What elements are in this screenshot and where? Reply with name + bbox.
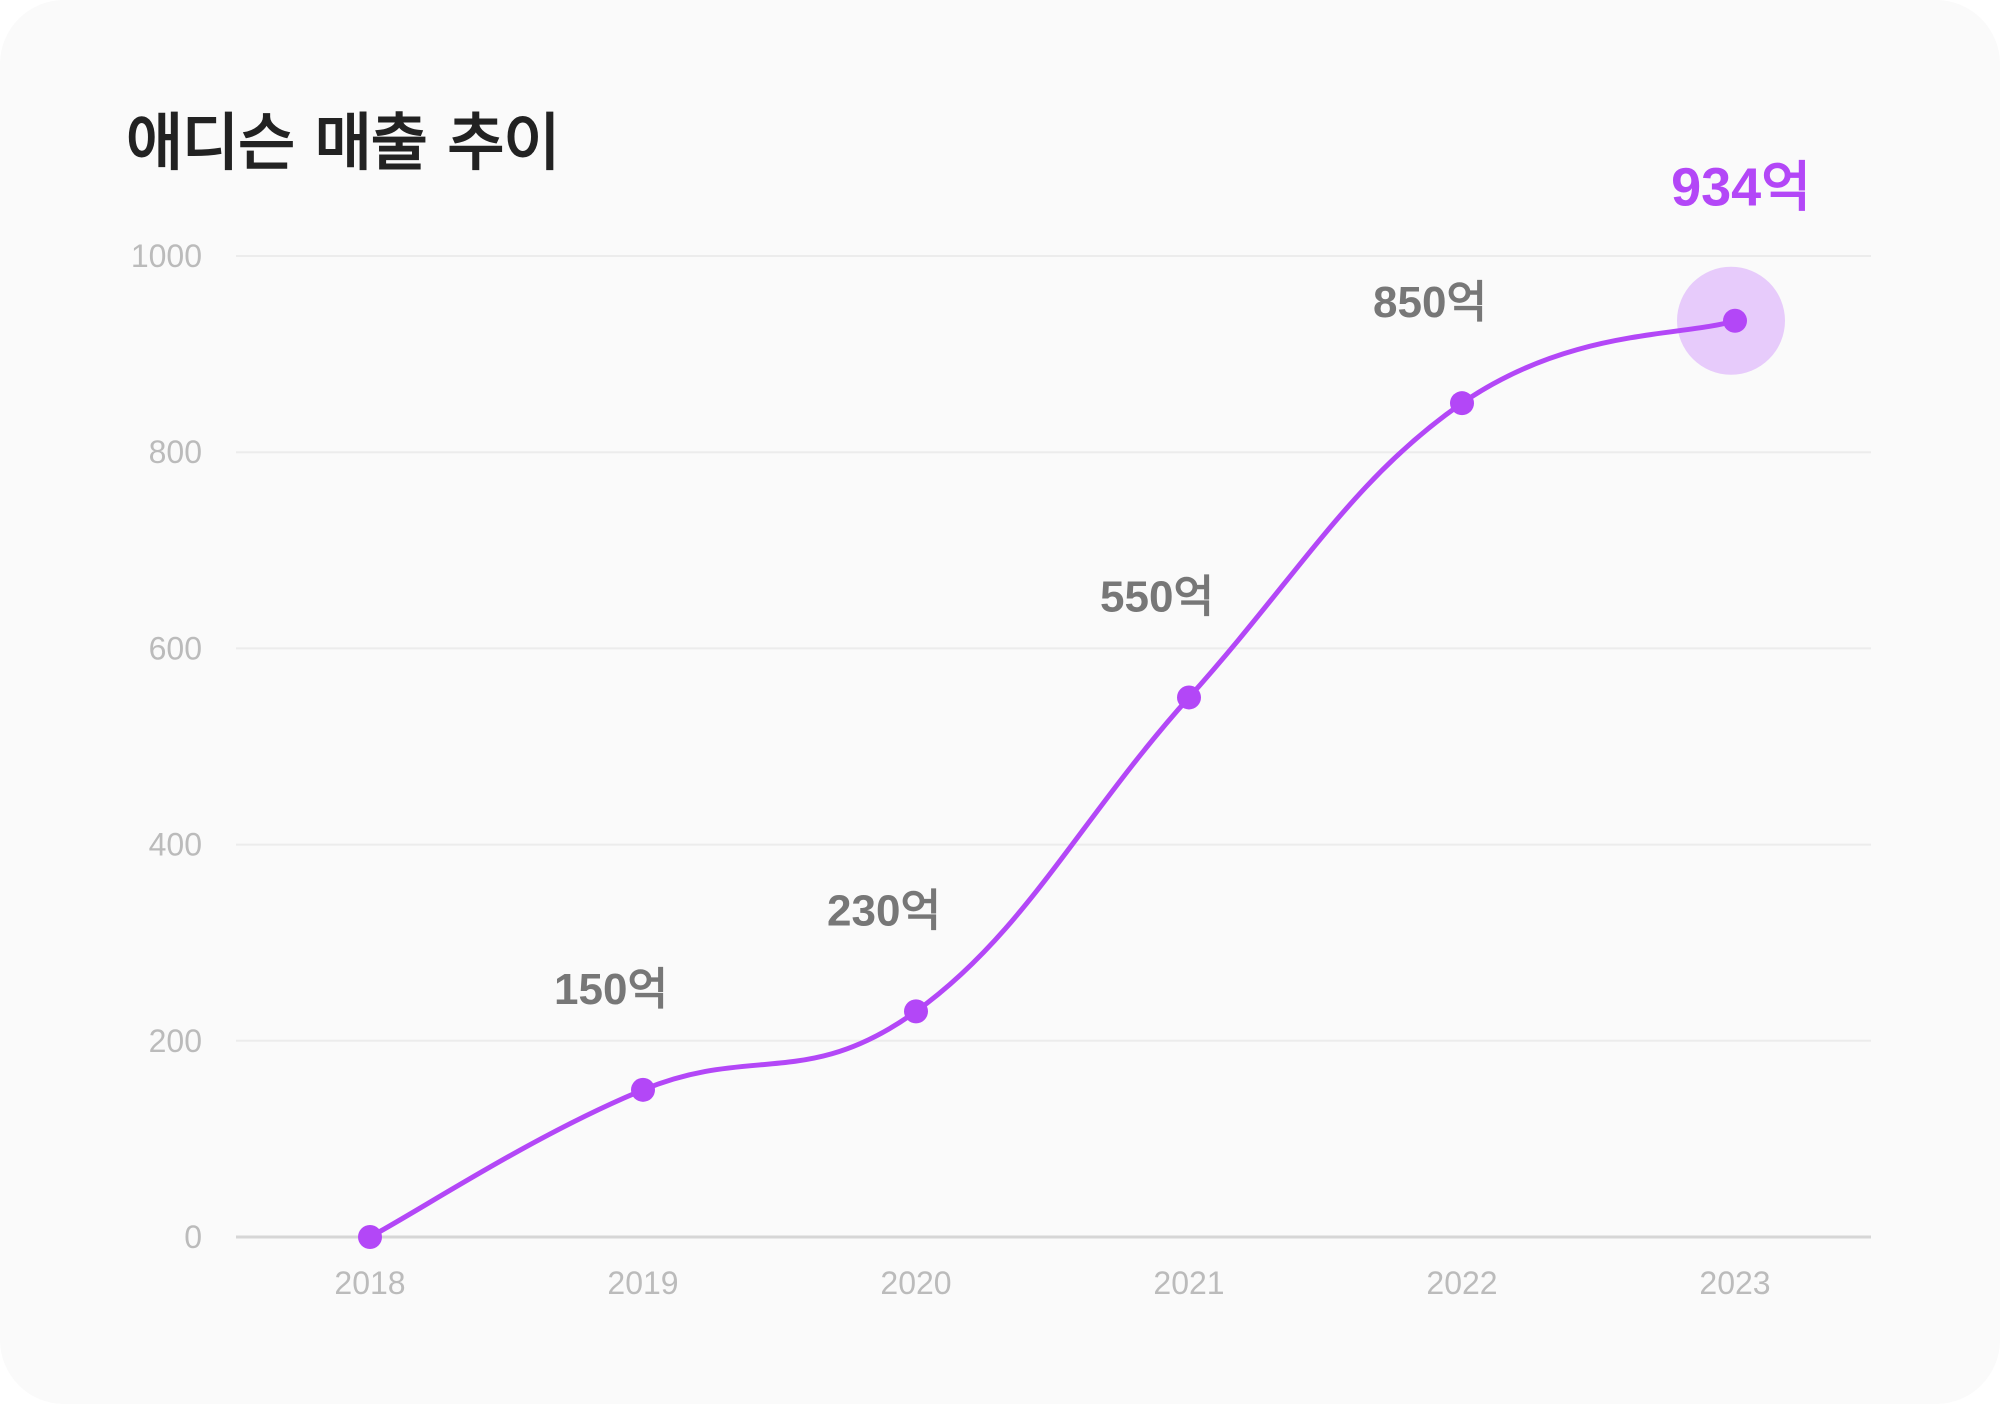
- data-point: [1450, 391, 1474, 416]
- data-label: 850억: [1373, 278, 1487, 327]
- y-tick-label: 1000: [131, 238, 202, 274]
- highlight-data-label: 934억: [1671, 158, 1811, 218]
- data-point: [1723, 308, 1747, 333]
- data-point: [358, 1225, 382, 1249]
- x-tick-label: 2022: [1426, 1265, 1497, 1301]
- data-label: 550억: [1100, 572, 1214, 621]
- x-tick-label: 2020: [880, 1265, 951, 1301]
- x-tick-label: 2023: [1699, 1265, 1770, 1301]
- data-point: [1177, 685, 1201, 710]
- x-tick-label: 2019: [607, 1265, 678, 1301]
- x-tick-label: 2021: [1153, 1265, 1224, 1301]
- x-tick-label: 2018: [334, 1265, 405, 1301]
- series-line: [367, 318, 1738, 1240]
- data-label: 230억: [827, 886, 941, 935]
- data-label: 150억: [554, 965, 668, 1014]
- y-tick-label: 600: [149, 630, 202, 666]
- y-tick-label: 200: [149, 1023, 202, 1059]
- y-tick-label: 400: [149, 827, 202, 863]
- chart-title: 애디슨 매출 추이: [126, 106, 560, 179]
- data-point: [904, 999, 928, 1024]
- data-point: [631, 1077, 655, 1102]
- y-tick-label: 800: [149, 434, 202, 470]
- y-tick-label: 0: [184, 1219, 202, 1255]
